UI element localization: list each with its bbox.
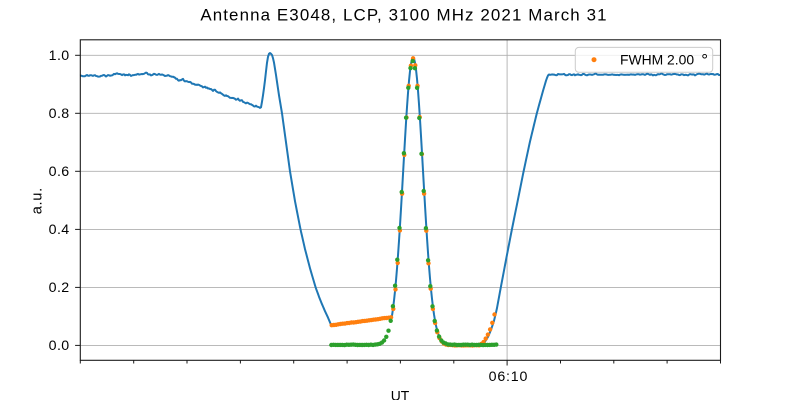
svg-text:0.4: 0.4	[49, 222, 70, 238]
svg-text:°: °	[701, 50, 708, 69]
svg-text:06:10: 06:10	[489, 369, 529, 385]
svg-text:a.u.: a.u.	[30, 187, 46, 214]
svg-text:0.8: 0.8	[49, 106, 70, 122]
svg-text:0.6: 0.6	[49, 164, 70, 180]
svg-text:0.0: 0.0	[49, 338, 70, 354]
svg-text:1.0: 1.0	[49, 48, 70, 64]
svg-text:Antenna E3048, LCP, 3100 MHz 2: Antenna E3048, LCP, 3100 MHz 2021 March …	[200, 5, 607, 24]
svg-text:0.2: 0.2	[49, 280, 70, 296]
svg-text:UT: UT	[391, 387, 410, 400]
svg-text:FWHM 2.00: FWHM 2.00	[620, 51, 694, 67]
